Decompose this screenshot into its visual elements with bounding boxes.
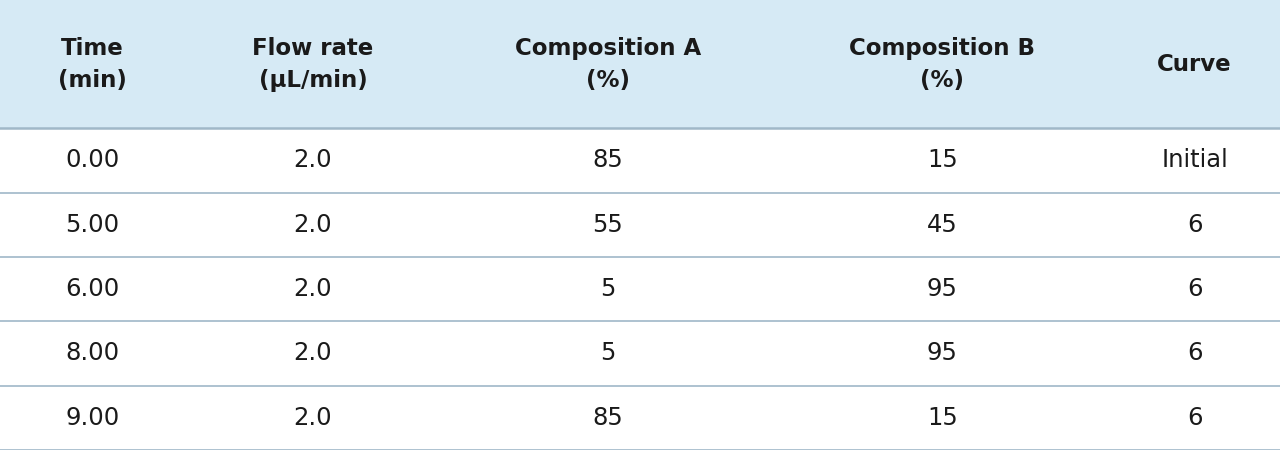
Bar <box>0 0 1280 128</box>
Text: 15: 15 <box>927 148 957 172</box>
Text: 6: 6 <box>1187 406 1202 430</box>
Text: Composition B
(%): Composition B (%) <box>849 36 1036 92</box>
Text: Composition A
(%): Composition A (%) <box>515 36 701 92</box>
Text: 95: 95 <box>927 277 957 301</box>
Text: Curve: Curve <box>1157 53 1231 76</box>
Text: 15: 15 <box>927 406 957 430</box>
Text: 95: 95 <box>927 342 957 365</box>
Text: 85: 85 <box>593 406 623 430</box>
Text: 5: 5 <box>600 277 616 301</box>
Text: 55: 55 <box>593 213 623 237</box>
Bar <box>0 321 1280 386</box>
Text: 2.0: 2.0 <box>293 213 333 237</box>
Text: 2.0: 2.0 <box>293 342 333 365</box>
Bar <box>0 128 1280 193</box>
Text: 5: 5 <box>600 342 616 365</box>
Bar <box>0 257 1280 321</box>
Text: Flow rate
(μL/min): Flow rate (μL/min) <box>252 36 374 92</box>
Text: 8.00: 8.00 <box>65 342 119 365</box>
Text: 6: 6 <box>1187 277 1202 301</box>
Text: 9.00: 9.00 <box>65 406 119 430</box>
Text: 0.00: 0.00 <box>65 148 119 172</box>
Text: 6.00: 6.00 <box>65 277 119 301</box>
Text: 2.0: 2.0 <box>293 277 333 301</box>
Text: 6: 6 <box>1187 213 1202 237</box>
Text: 2.0: 2.0 <box>293 406 333 430</box>
Text: 5.00: 5.00 <box>65 213 119 237</box>
Text: Initial: Initial <box>1161 148 1228 172</box>
Text: 85: 85 <box>593 148 623 172</box>
Bar <box>0 386 1280 450</box>
Text: 2.0: 2.0 <box>293 148 333 172</box>
Text: Time
(min): Time (min) <box>58 36 127 92</box>
Bar <box>0 193 1280 257</box>
Text: 45: 45 <box>927 213 957 237</box>
Text: 6: 6 <box>1187 342 1202 365</box>
